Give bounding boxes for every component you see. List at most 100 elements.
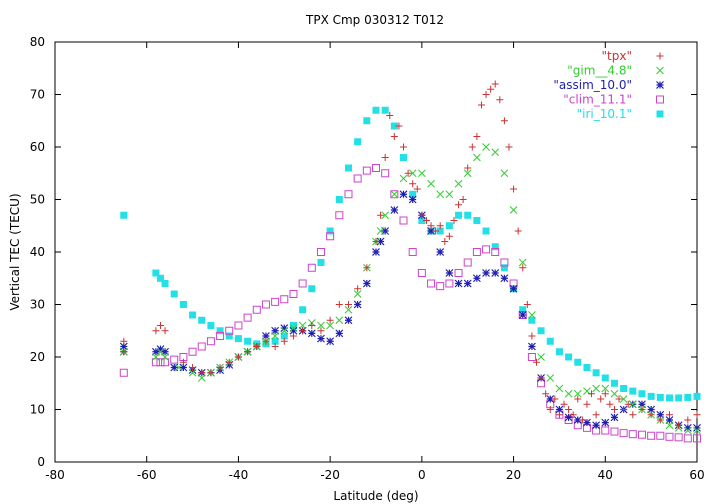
data-point bbox=[505, 143, 513, 151]
data-point bbox=[445, 232, 453, 240]
data-point bbox=[574, 395, 582, 403]
data-point bbox=[390, 190, 399, 199]
data-point bbox=[271, 343, 279, 350]
data-point bbox=[409, 190, 417, 198]
legend-label: "tpx" bbox=[602, 49, 632, 63]
legend-marker bbox=[656, 95, 664, 104]
data-point bbox=[684, 393, 692, 401]
data-point bbox=[216, 364, 224, 371]
data-point bbox=[675, 421, 683, 429]
data-point bbox=[363, 264, 371, 272]
data-point bbox=[693, 392, 701, 400]
data-point bbox=[638, 390, 646, 398]
y-tick-label: 30 bbox=[30, 298, 45, 312]
data-point bbox=[280, 337, 288, 345]
data-point bbox=[445, 279, 454, 288]
data-point bbox=[574, 358, 582, 366]
data-point bbox=[665, 421, 674, 430]
data-point bbox=[381, 227, 390, 235]
data-point bbox=[271, 332, 279, 340]
data-point bbox=[381, 169, 390, 178]
y-tick-label: 70 bbox=[30, 88, 45, 102]
data-point bbox=[665, 394, 673, 402]
data-point bbox=[400, 154, 408, 161]
data-point bbox=[161, 280, 169, 287]
data-point bbox=[473, 133, 481, 140]
data-point bbox=[271, 326, 280, 335]
y-tick-label: 10 bbox=[30, 403, 45, 417]
data-point bbox=[427, 222, 435, 230]
data-point bbox=[326, 321, 334, 330]
data-point bbox=[527, 342, 536, 351]
data-point bbox=[390, 122, 398, 130]
data-point bbox=[441, 238, 449, 245]
data-point bbox=[473, 217, 481, 224]
y-tick-label: 60 bbox=[30, 140, 45, 154]
data-point bbox=[216, 327, 224, 335]
data-point bbox=[409, 180, 417, 188]
data-point bbox=[491, 80, 499, 88]
legend-label: "iri_10.1" bbox=[577, 107, 632, 121]
data-point bbox=[473, 153, 481, 162]
data-point bbox=[344, 316, 353, 325]
data-point bbox=[565, 353, 573, 361]
data-point bbox=[546, 406, 554, 413]
data-point bbox=[198, 369, 206, 377]
data-point bbox=[244, 348, 252, 356]
data-point bbox=[335, 196, 343, 203]
data-point bbox=[500, 264, 508, 272]
data-point bbox=[542, 390, 550, 398]
data-point bbox=[514, 227, 522, 235]
data-point bbox=[151, 358, 160, 367]
data-point bbox=[271, 337, 279, 345]
data-point bbox=[455, 211, 463, 219]
data-point bbox=[601, 426, 610, 435]
data-point bbox=[161, 327, 169, 335]
data-point bbox=[693, 423, 701, 432]
data-point bbox=[564, 389, 573, 398]
legend-marker bbox=[656, 66, 664, 75]
data-point bbox=[298, 321, 307, 330]
data-point bbox=[376, 227, 385, 235]
data-point bbox=[656, 410, 665, 419]
y-tick-label: 0 bbox=[37, 455, 45, 469]
data-point bbox=[683, 434, 692, 443]
data-point bbox=[418, 217, 426, 224]
series-1 bbox=[119, 143, 701, 435]
data-point bbox=[509, 206, 518, 214]
x-tick-label: -80 bbox=[45, 468, 65, 482]
data-point bbox=[390, 133, 398, 140]
data-point bbox=[170, 290, 178, 298]
data-point bbox=[519, 264, 527, 272]
data-point bbox=[656, 416, 664, 424]
data-point bbox=[198, 316, 206, 324]
data-point bbox=[188, 368, 197, 377]
data-point bbox=[152, 327, 160, 335]
data-point bbox=[601, 374, 609, 382]
data-point bbox=[665, 432, 674, 441]
data-point bbox=[363, 117, 371, 125]
data-point bbox=[454, 269, 463, 277]
data-point bbox=[482, 269, 490, 277]
data-point bbox=[188, 347, 197, 356]
data-point bbox=[335, 316, 344, 325]
data-point bbox=[120, 337, 128, 345]
x-tick-label: -40 bbox=[229, 468, 249, 482]
data-point bbox=[381, 154, 389, 161]
data-point bbox=[234, 321, 243, 330]
data-point bbox=[399, 190, 408, 199]
data-point bbox=[289, 322, 297, 329]
data-point bbox=[376, 237, 385, 246]
data-point bbox=[234, 335, 242, 343]
data-point bbox=[317, 259, 325, 266]
data-point bbox=[307, 263, 316, 272]
data-point bbox=[280, 324, 289, 333]
data-point bbox=[628, 400, 637, 409]
data-point bbox=[326, 232, 335, 241]
data-point bbox=[161, 347, 169, 356]
data-point bbox=[344, 164, 352, 172]
data-point bbox=[624, 400, 632, 408]
data-point bbox=[156, 358, 165, 367]
data-point bbox=[537, 327, 545, 335]
